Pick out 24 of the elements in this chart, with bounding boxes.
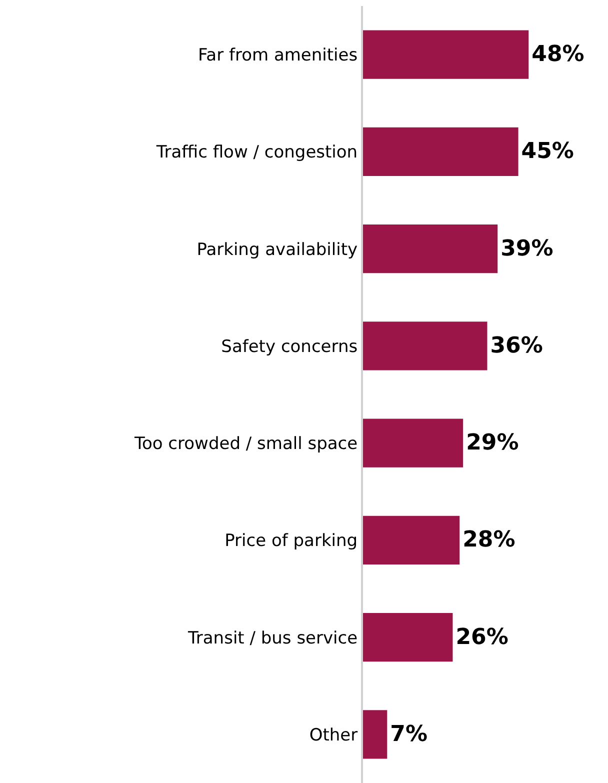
y-tick-label: Other [309,725,358,746]
data-label: 26% [456,624,508,650]
data-label: 39% [500,236,554,262]
bar [363,710,388,759]
bar [363,127,518,176]
data-label: 48% [532,42,584,68]
y-tick-label: Too crowded / small space [133,434,358,454]
data-label: 45% [521,139,574,164]
data-label: 29% [466,430,519,456]
y-tick-label: Transit / bus service [187,628,358,648]
y-tick-label: Safety concerns [221,336,358,357]
data-label: 28% [462,528,516,553]
data-label: 7% [390,722,428,747]
bar [363,322,488,370]
bar [363,30,529,79]
data-label: 36% [490,333,543,358]
bar [363,613,453,662]
y-tick-label: Far from amenities [198,46,358,66]
y-tick-label: Price of parking [224,531,358,552]
bar [363,418,464,468]
bar [363,516,460,564]
y-tick-label: Parking availability [196,240,358,260]
y-tick-label: Traffic flow / congestion [155,142,358,163]
bar [363,224,498,274]
